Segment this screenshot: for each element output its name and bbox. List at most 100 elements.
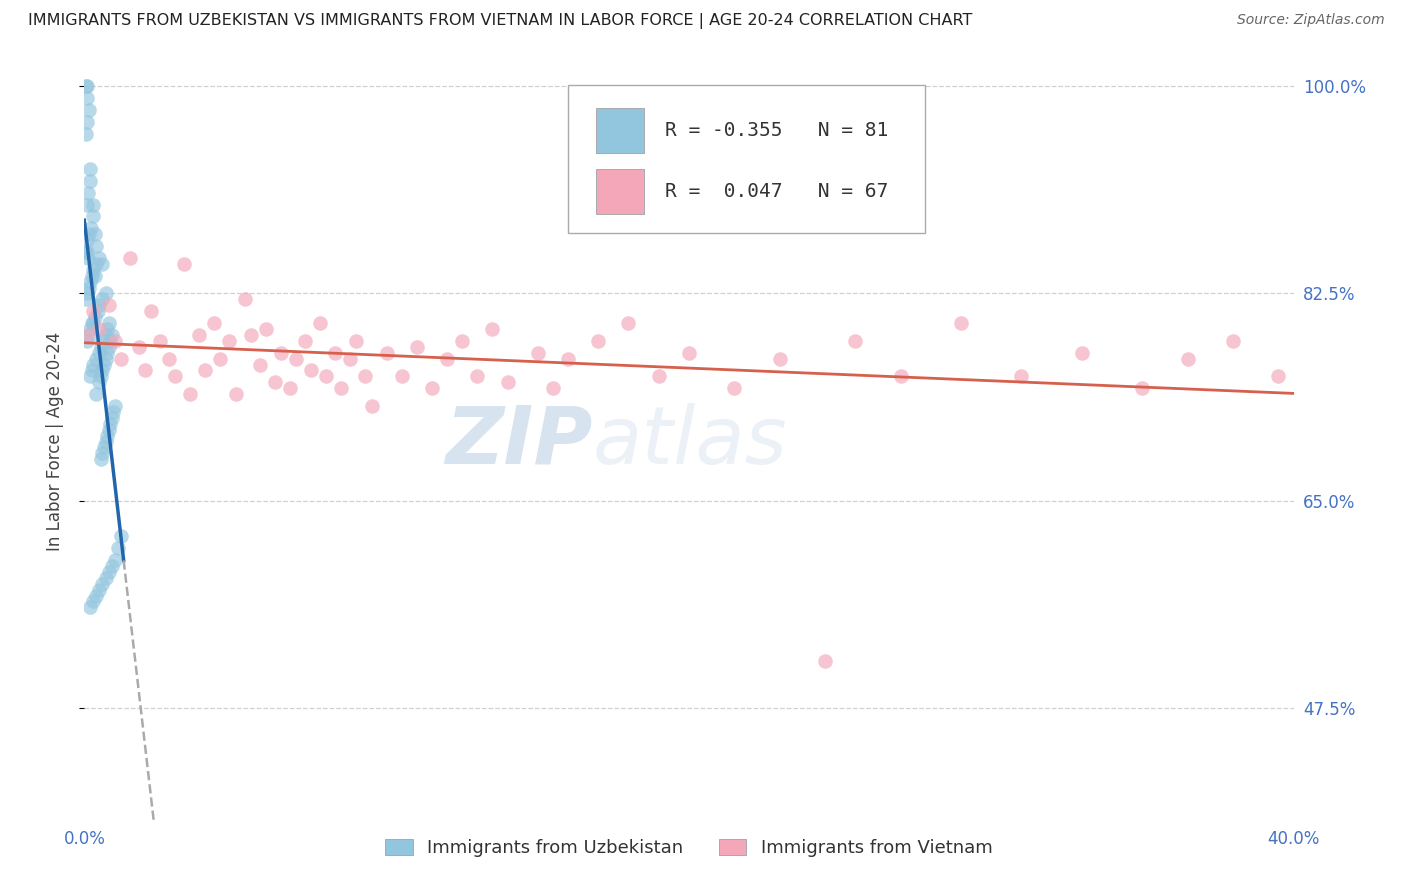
Point bbox=[75, 245, 97, 260]
Point bbox=[76, 91, 98, 105]
Point bbox=[157, 351, 180, 366]
Point bbox=[91, 446, 114, 460]
Text: Source: ZipAtlas.com: Source: ZipAtlas.com bbox=[1237, 13, 1385, 28]
Point bbox=[541, 381, 564, 395]
Point bbox=[278, 381, 301, 395]
Point bbox=[299, 363, 322, 377]
Point bbox=[97, 316, 120, 330]
Point bbox=[496, 376, 519, 390]
Point bbox=[80, 316, 103, 330]
Point bbox=[100, 327, 122, 342]
Point bbox=[406, 340, 429, 354]
Point bbox=[100, 410, 122, 425]
Point bbox=[149, 334, 172, 348]
Point bbox=[165, 369, 187, 384]
Point bbox=[97, 565, 120, 579]
Point bbox=[814, 654, 837, 668]
Point bbox=[950, 316, 973, 330]
Point bbox=[285, 351, 308, 366]
Text: R = -0.355   N = 81: R = -0.355 N = 81 bbox=[665, 121, 889, 140]
Point bbox=[91, 257, 114, 271]
Point bbox=[218, 334, 240, 348]
Text: atlas: atlas bbox=[592, 402, 787, 481]
Point bbox=[80, 268, 103, 283]
Point bbox=[481, 322, 503, 336]
Point bbox=[77, 251, 100, 265]
Point bbox=[82, 304, 104, 318]
Point bbox=[94, 571, 117, 585]
Point bbox=[76, 79, 98, 94]
Point bbox=[84, 268, 107, 283]
Point bbox=[233, 293, 256, 307]
Point bbox=[263, 376, 285, 390]
Bar bbox=[596, 108, 644, 153]
Text: R =  0.047   N = 67: R = 0.047 N = 67 bbox=[665, 182, 889, 201]
Point bbox=[375, 345, 398, 359]
Point bbox=[128, 340, 150, 354]
Bar bbox=[596, 169, 644, 214]
Point bbox=[104, 399, 127, 413]
Point bbox=[354, 369, 377, 384]
Point bbox=[75, 293, 97, 307]
Point bbox=[76, 286, 98, 301]
Point bbox=[82, 197, 104, 211]
Point bbox=[97, 298, 120, 312]
Point bbox=[1267, 369, 1289, 384]
Point bbox=[1011, 369, 1033, 384]
Point bbox=[360, 399, 382, 413]
Point bbox=[98, 417, 121, 431]
Point bbox=[89, 251, 111, 265]
Point bbox=[77, 327, 100, 342]
Point bbox=[76, 334, 98, 348]
Point bbox=[87, 304, 110, 318]
Point bbox=[100, 558, 122, 573]
Point bbox=[194, 363, 217, 377]
Point bbox=[436, 351, 458, 366]
Point bbox=[89, 322, 111, 336]
Point bbox=[209, 351, 232, 366]
Point bbox=[173, 257, 195, 271]
Point bbox=[96, 322, 118, 336]
Y-axis label: In Labor Force | Age 20-24: In Labor Force | Age 20-24 bbox=[45, 332, 63, 551]
Point bbox=[890, 369, 912, 384]
Point bbox=[84, 310, 107, 325]
Point bbox=[1130, 381, 1153, 395]
Point bbox=[451, 334, 474, 348]
Point bbox=[91, 576, 114, 591]
Point bbox=[79, 322, 101, 336]
Text: ZIP: ZIP bbox=[444, 402, 592, 481]
Point bbox=[80, 363, 103, 377]
Point bbox=[96, 345, 118, 359]
Point bbox=[617, 316, 640, 330]
Point bbox=[527, 345, 550, 359]
Point bbox=[118, 251, 141, 265]
Point bbox=[1222, 334, 1244, 348]
Point bbox=[75, 79, 97, 94]
Point bbox=[79, 174, 101, 188]
Point bbox=[76, 114, 98, 128]
Point bbox=[179, 387, 201, 401]
Point bbox=[77, 186, 100, 200]
Point bbox=[89, 582, 111, 597]
Point bbox=[309, 316, 332, 330]
Point bbox=[339, 351, 361, 366]
Point bbox=[202, 316, 225, 330]
Point bbox=[94, 434, 117, 449]
Point bbox=[76, 245, 98, 260]
Point bbox=[82, 210, 104, 224]
Point bbox=[93, 441, 115, 455]
Point bbox=[79, 369, 101, 384]
Point bbox=[91, 293, 114, 307]
Point bbox=[84, 227, 107, 242]
Point bbox=[315, 369, 337, 384]
Point bbox=[86, 387, 108, 401]
Point bbox=[94, 351, 117, 366]
Point bbox=[134, 363, 156, 377]
Point bbox=[588, 334, 610, 348]
Point bbox=[79, 600, 101, 615]
Point bbox=[77, 280, 100, 294]
Point bbox=[101, 405, 124, 419]
Point bbox=[93, 358, 115, 372]
Point bbox=[79, 162, 101, 177]
Point bbox=[648, 369, 671, 384]
